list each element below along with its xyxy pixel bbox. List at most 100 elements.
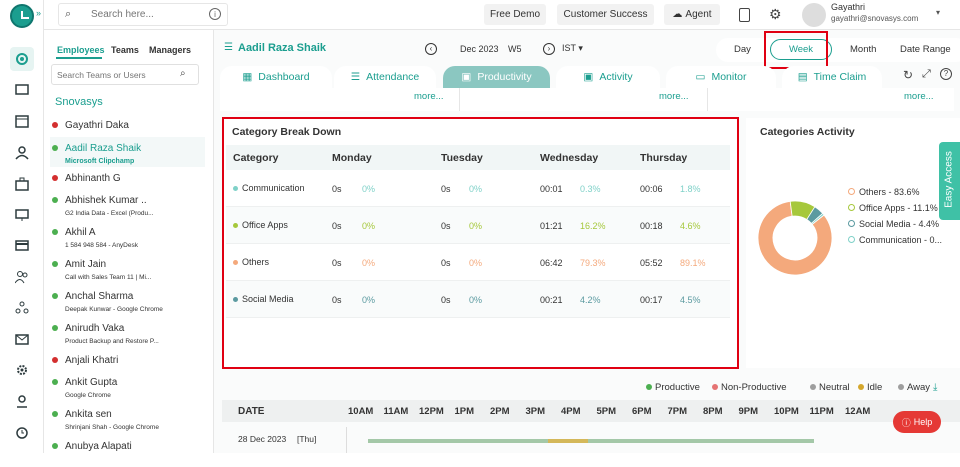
avatar[interactable] <box>802 3 826 27</box>
percent-value: 0% <box>362 184 376 194</box>
customer-success-button[interactable]: Customer Success <box>557 4 654 25</box>
list-item[interactable]: Abhinanth G <box>52 173 204 199</box>
time-value: 0s <box>332 258 342 268</box>
status-label: Productive <box>655 382 700 393</box>
prev-period-icon[interactable]: ‹ <box>425 43 437 55</box>
search-input[interactable] <box>91 7 201 22</box>
agent-label: Agent <box>685 9 712 20</box>
next-period-icon[interactable]: › <box>543 43 555 55</box>
calendar-icon[interactable] <box>12 111 32 131</box>
tab-employees[interactable]: Employees <box>57 45 105 55</box>
status-dot <box>52 229 58 235</box>
list-item[interactable]: Anubya Alapati <box>52 441 204 467</box>
chevron-down-icon[interactable]: ▾ <box>936 8 941 17</box>
app-logo-icon[interactable] <box>10 4 34 28</box>
time-value: 0s <box>332 184 342 194</box>
list-item[interactable]: Amit Jain Call with Sales Team 11 | Mi... <box>52 259 204 285</box>
team-search-input[interactable] <box>57 68 175 82</box>
legend-entry: Communication - 0... <box>848 235 942 245</box>
status-label: Neutral <box>819 382 850 393</box>
menu-icon[interactable]: ☰ <box>224 42 233 53</box>
timeline-hour: 12AM <box>845 406 871 417</box>
list-item[interactable]: Anchal Sharma Deepak Kunwar - Google Chro… <box>52 291 204 317</box>
user-icon[interactable] <box>12 143 32 163</box>
status-dot <box>52 357 58 363</box>
list-item[interactable]: Gayathri Daka <box>52 120 204 146</box>
search-box[interactable]: ⌕ i <box>58 3 228 26</box>
table-row <box>226 281 730 318</box>
refresh-icon[interactable]: ↻ <box>903 68 914 82</box>
percent-value: 0% <box>362 295 376 305</box>
tab-productivity[interactable]: ▣ Productivity <box>443 66 550 88</box>
help-icon[interactable]: ? <box>940 68 952 80</box>
category-dot <box>233 297 238 302</box>
document-icon[interactable] <box>739 8 750 22</box>
tab-activity[interactable]: ▣ Activity <box>556 66 660 88</box>
list-item[interactable]: Akhil A 1 584 948 584 - AnyDesk <box>52 227 204 253</box>
time-value: 00:06 <box>640 184 663 194</box>
free-demo-button[interactable]: Free Demo <box>484 4 546 25</box>
tab-time-claim[interactable]: ▤ Time Claim <box>782 66 882 88</box>
col-wednesday: Wednesday <box>540 152 599 164</box>
users-icon[interactable] <box>12 267 32 287</box>
list-item[interactable]: Ankita sen Shrinjani Shah - Google Chrome <box>52 409 204 435</box>
download-icon[interactable]: ⤓ <box>933 382 938 393</box>
view-month[interactable]: Month <box>850 44 877 55</box>
help-circle-icon: ⓘ <box>901 417 911 428</box>
dashboard-icon[interactable] <box>10 47 34 71</box>
tab-monitor[interactable]: ▭ Monitor <box>666 66 776 88</box>
easy-access-tab[interactable]: Easy Access <box>939 142 960 220</box>
list-item[interactable]: Anirudh Vaka Product Backup and Restore P… <box>52 323 204 349</box>
time-value: 00:21 <box>540 295 563 305</box>
list-item[interactable]: Aadil Raza Shaik Microsoft Clipchamp <box>52 143 204 169</box>
view-day[interactable]: Day <box>734 44 751 55</box>
timezone-select[interactable]: IST ▾ <box>562 43 583 53</box>
help-label: Help <box>913 417 933 427</box>
search-icon: ⌕ <box>65 8 72 20</box>
card-icon[interactable] <box>12 235 32 255</box>
org-icon[interactable] <box>12 298 32 318</box>
monitor-icon[interactable] <box>12 205 32 225</box>
help-button[interactable]: ⓘ Help <box>893 411 941 433</box>
more-link[interactable]: more... <box>659 91 689 102</box>
list-item[interactable]: Abhishek Kumar .. G2 India Data - Excel (… <box>52 195 204 221</box>
breakdown-header <box>226 145 730 170</box>
agent-button[interactable]: ☁ Agent <box>664 4 720 25</box>
category-name: Social Media <box>242 294 294 304</box>
briefcase-icon[interactable] <box>12 174 32 194</box>
timeline-hour: 11AM <box>383 406 409 417</box>
gear-icon[interactable]: ⚙ <box>769 6 782 22</box>
employee-activity: Deepak Kunwar - Google Chrome <box>65 306 163 313</box>
expand-screen-icon[interactable]: ⤢ <box>922 68 931 80</box>
breakdown-highlight <box>222 117 739 369</box>
list-item[interactable]: Anjali Khatri <box>52 355 204 381</box>
mail-icon[interactable] <box>12 329 32 349</box>
employee-activity: Product Backup and Restore P... <box>65 338 159 345</box>
view-date-range[interactable]: Date Range <box>900 44 951 55</box>
tab-teams[interactable]: Teams <box>111 45 139 55</box>
status-legend-entry: Neutral <box>810 382 850 393</box>
status-swatch <box>898 384 904 390</box>
tab-managers[interactable]: Managers <box>149 45 192 55</box>
employee-title: Aadil Raza Shaik <box>238 42 327 54</box>
settings-icon[interactable] <box>12 360 32 380</box>
team-search-box[interactable]: ⌕ <box>51 64 199 85</box>
alarm-icon[interactable] <box>12 422 32 442</box>
expand-icon[interactable]: » <box>36 8 42 18</box>
list-item[interactable]: Ankit Gupta Google Chrome <box>52 377 204 403</box>
more-link[interactable]: more... <box>414 91 444 102</box>
profile-icon[interactable] <box>12 391 32 411</box>
info-icon[interactable]: i <box>209 8 221 20</box>
divider <box>707 88 708 111</box>
tab-dashboard[interactable]: ▦ Dashboard <box>220 66 332 88</box>
time-value: 05:52 <box>640 258 663 268</box>
employee-activity: Microsoft Clipchamp <box>65 158 135 165</box>
icon-rail: » <box>0 0 44 453</box>
status-dot <box>52 261 58 267</box>
main-content: ☰ Aadil Raza Shaik ‹ Dec 2023 W5 › IST ▾… <box>214 30 960 453</box>
tab-attendance[interactable]: ☰ Attendance <box>334 66 436 88</box>
more-link[interactable]: more... <box>904 91 934 102</box>
view-week[interactable]: Week <box>770 39 832 60</box>
employee-name: Anjali Khatri <box>65 355 119 366</box>
tv-icon[interactable] <box>12 79 32 99</box>
